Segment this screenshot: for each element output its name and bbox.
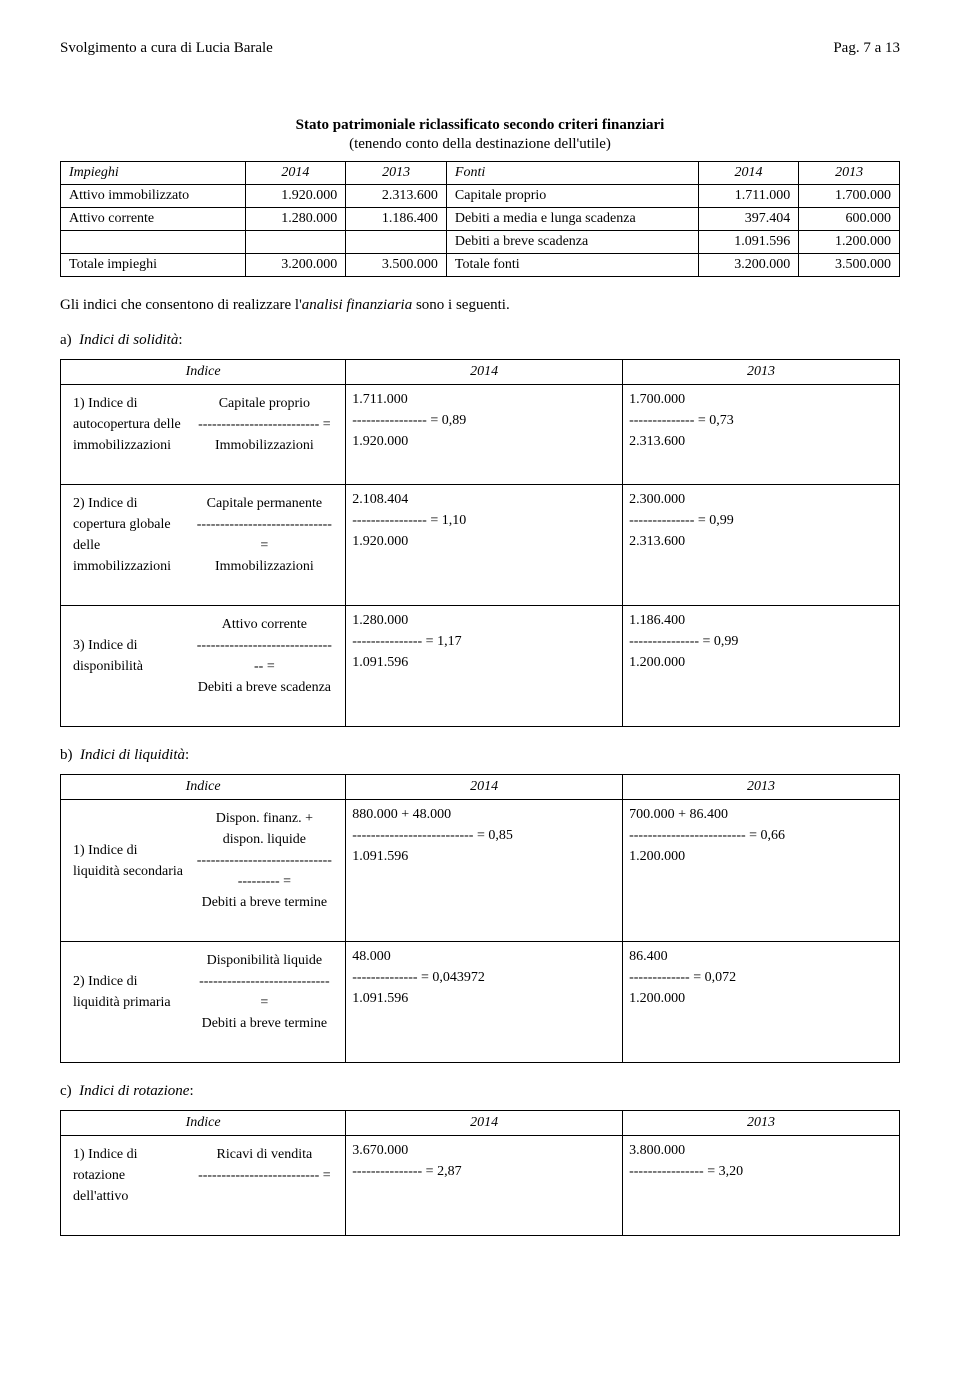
header-left: Svolgimento a cura di Lucia Barale: [60, 40, 273, 57]
table-cell: Debiti a breve scadenza: [446, 231, 698, 254]
patr-head: 2013: [346, 162, 447, 185]
indice-2013-cell: 1.700.000-------------- = 0,732.313.600: [623, 385, 900, 485]
section-c-label: c) Indici di rotazione:: [60, 1083, 900, 1100]
col-head: Indice: [61, 1111, 346, 1136]
indice-2014-cell: 880.000 + 48.000------------------------…: [346, 800, 623, 942]
table-row: Attivo corrente1.280.0001.186.400Debiti …: [61, 208, 900, 231]
col-head: 2013: [623, 1111, 900, 1136]
table-row: Attivo immobilizzato1.920.0002.313.600Ca…: [61, 185, 900, 208]
col-head: 2014: [346, 1111, 623, 1136]
col-head: 2013: [623, 360, 900, 385]
table-cell: Attivo corrente: [61, 208, 246, 231]
table-row: 2) Indice di liquidità primariaDisponibi…: [61, 942, 900, 1063]
table-solidita: Indice 2014 2013 1) Indice di autocopert…: [60, 359, 900, 727]
header-right: Pag. 7 a 13: [833, 40, 900, 57]
indice-name-cell: 1) Indice di rotazione dell'attivoRicavi…: [61, 1136, 346, 1236]
table-row: Debiti a breve scadenza1.091.5961.200.00…: [61, 231, 900, 254]
patr-head: 2014: [698, 162, 799, 185]
indice-name-cell: 2) Indice di liquidità primariaDisponibi…: [61, 942, 346, 1063]
table-row: 1) Indice di liquidità secondariaDispon.…: [61, 800, 900, 942]
table-cell: 2.313.600: [346, 185, 447, 208]
indice-2014-cell: 2.108.404---------------- = 1,101.920.00…: [346, 485, 623, 606]
indice-2014-cell: 1.280.000--------------- = 1,171.091.596: [346, 606, 623, 727]
patr-head: 2014: [245, 162, 346, 185]
indice-2013-cell: 700.000 + 86.400------------------------…: [623, 800, 900, 942]
col-head: 2014: [346, 775, 623, 800]
table-cell: Totale impieghi: [61, 254, 246, 277]
section-a-label: a) Indici di solidità:: [60, 332, 900, 349]
table-row: 1) Indice di rotazione dell'attivoRicavi…: [61, 1136, 900, 1236]
table-cell: Attivo immobilizzato: [61, 185, 246, 208]
table-row: 3) Indice di disponibilitàAttivo corrent…: [61, 606, 900, 727]
table-cell: Capitale proprio: [446, 185, 698, 208]
table-cell: 3.200.000: [698, 254, 799, 277]
table-cell: 1.711.000: [698, 185, 799, 208]
table-cell: 600.000: [799, 208, 900, 231]
table-row: 1) Indice di autocopertura delle immobil…: [61, 385, 900, 485]
indice-2013-cell: 2.300.000-------------- = 0,992.313.600: [623, 485, 900, 606]
indice-name-cell: 1) Indice di autocopertura delle immobil…: [61, 385, 346, 485]
table-cell: Totale fonti: [446, 254, 698, 277]
table-row: Totale impieghi3.200.0003.500.000Totale …: [61, 254, 900, 277]
section-b-label: b) Indici di liquidità:: [60, 747, 900, 764]
table-cell: [245, 231, 346, 254]
table-liquidita: Indice 2014 2013 1) Indice di liquidità …: [60, 774, 900, 1063]
table-cell: [61, 231, 246, 254]
indice-2014-cell: 1.711.000---------------- = 0,89 1.920.0…: [346, 385, 623, 485]
indice-name-cell: 2) Indice di copertura globale delle imm…: [61, 485, 346, 606]
page-header: Svolgimento a cura di Lucia Barale Pag. …: [60, 40, 900, 57]
table-cell: Debiti a media e lunga scadenza: [446, 208, 698, 231]
table-cell: 1.920.000: [245, 185, 346, 208]
table-cell: 397.404: [698, 208, 799, 231]
table-cell: 3.500.000: [799, 254, 900, 277]
table-cell: 1.200.000: [799, 231, 900, 254]
patrimoniale-table: Impieghi 2014 2013 Fonti 2014 2013 Attiv…: [60, 161, 900, 277]
indice-2014-cell: 3.670.000--------------- = 2,87: [346, 1136, 623, 1236]
indice-name-cell: 1) Indice di liquidità secondariaDispon.…: [61, 800, 346, 942]
page-title: Stato patrimoniale riclassificato second…: [60, 117, 900, 134]
table-cell: 1.186.400: [346, 208, 447, 231]
indice-2013-cell: 3.800.000---------------- = 3,20: [623, 1136, 900, 1236]
patr-head: 2013: [799, 162, 900, 185]
patr-head: Impieghi: [61, 162, 246, 185]
table-cell: 1.280.000: [245, 208, 346, 231]
col-head: 2014: [346, 360, 623, 385]
col-head: Indice: [61, 775, 346, 800]
table-row: 2) Indice di copertura globale delle imm…: [61, 485, 900, 606]
intro-paragraph: Gli indici che consentono di realizzare …: [60, 297, 900, 314]
col-head: Indice: [61, 360, 346, 385]
table-cell: [346, 231, 447, 254]
table-rotazione: Indice 2014 2013 1) Indice di rotazione …: [60, 1110, 900, 1236]
indice-name-cell: 3) Indice di disponibilitàAttivo corrent…: [61, 606, 346, 727]
table-cell: 1.091.596: [698, 231, 799, 254]
table-cell: 1.700.000: [799, 185, 900, 208]
indice-2013-cell: 86.400------------- = 0,0721.200.000: [623, 942, 900, 1063]
page-subtitle: (tenendo conto della destinazione dell'u…: [60, 136, 900, 153]
table-cell: 3.200.000: [245, 254, 346, 277]
indice-2014-cell: 48.000 -------------- = 0,0439721.091.59…: [346, 942, 623, 1063]
col-head: 2013: [623, 775, 900, 800]
patr-head: Fonti: [446, 162, 698, 185]
indice-2013-cell: 1.186.400--------------- = 0,991.200.000: [623, 606, 900, 727]
table-cell: 3.500.000: [346, 254, 447, 277]
